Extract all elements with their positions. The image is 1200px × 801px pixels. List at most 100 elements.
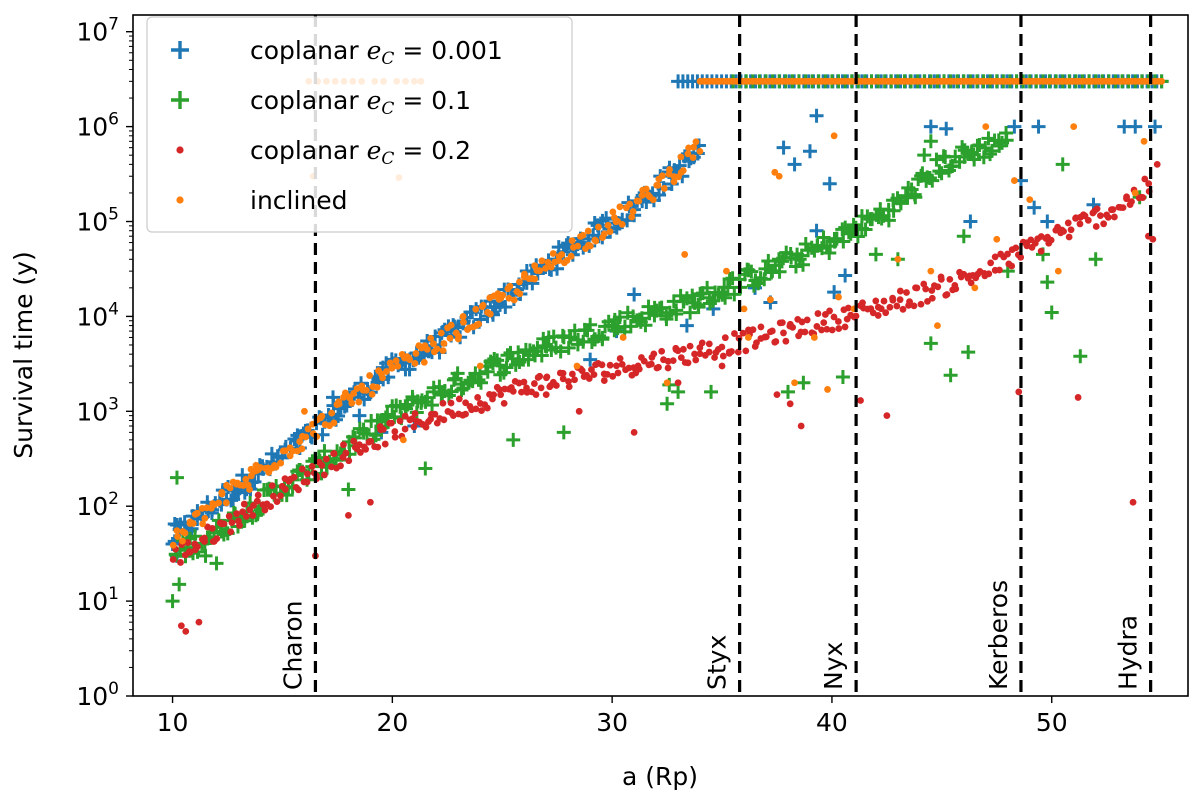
data-point-dot: [1074, 394, 1082, 401]
data-point-dot: [771, 168, 779, 176]
data-point-dot: [803, 316, 811, 324]
data-point-dot: [302, 433, 310, 441]
data-point-plus: [1128, 119, 1143, 134]
data-point-dot: [696, 147, 704, 155]
data-point-dot: [689, 154, 697, 161]
data-point-plus: [836, 234, 851, 249]
data-point-plus: [553, 344, 568, 359]
data-point-dot: [571, 376, 578, 384]
data-point-dot: [778, 319, 786, 327]
data-point-dot: [882, 309, 890, 317]
y-tick-label: 106: [76, 110, 119, 142]
data-point-dot: [252, 461, 260, 469]
data-point-dot: [1129, 498, 1137, 506]
data-point-dot: [335, 400, 343, 408]
data-point-plus: [727, 287, 742, 302]
data-point-dot: [655, 363, 662, 371]
y-tick-label: 105: [76, 205, 119, 237]
data-point-dot: [218, 488, 226, 496]
y-axis-ticks: 100 101 102 103 104 105 106 107: [76, 15, 133, 711]
data-point-dot: [922, 285, 930, 293]
y-tick-label: 100: [76, 679, 119, 711]
data-point-dot: [1145, 180, 1153, 188]
data-point-dot: [253, 497, 261, 505]
data-point-plus: [715, 287, 730, 302]
data-point-plus: [583, 352, 598, 367]
data-point-dot: [598, 361, 606, 369]
data-point-plus: [317, 444, 332, 459]
data-point-plus: [1040, 214, 1055, 229]
x-axis-label: a (Rp): [622, 762, 698, 791]
data-point-dot: [199, 520, 207, 528]
data-point-dot: [254, 491, 262, 499]
moon-label: Kerberos: [984, 580, 1013, 690]
data-point-dot: [913, 284, 921, 292]
data-point-dot: [186, 548, 194, 556]
data-point-dot: [1100, 220, 1108, 228]
data-point-dot: [563, 257, 571, 264]
data-point-dot: [389, 363, 397, 371]
data-point-dot: [1141, 175, 1149, 183]
data-point-plus: [679, 318, 694, 333]
data-point-dot: [177, 559, 184, 566]
data-point-dot: [1004, 250, 1011, 258]
data-point-dot: [379, 425, 387, 433]
data-point-dot: [1110, 213, 1118, 221]
data-point-plus: [957, 143, 972, 158]
data-point-dot: [536, 372, 544, 380]
data-point-plus: [499, 360, 514, 375]
data-point-plus: [841, 225, 856, 240]
data-point-dot: [586, 242, 594, 250]
data-point-dot: [374, 443, 382, 451]
data-point-dot: [684, 150, 692, 158]
data-point-dot: [510, 296, 518, 304]
data-point-dot: [618, 360, 626, 368]
data-point-dot: [739, 329, 747, 337]
data-point-plus: [822, 176, 837, 191]
data-point-dot: [474, 394, 482, 401]
data-point-dot: [768, 327, 776, 335]
data-point-dot: [459, 313, 467, 320]
data-point-dot: [454, 335, 462, 343]
data-point-dot: [857, 397, 864, 404]
data-point-dot: [308, 462, 316, 470]
data-point-dot: [222, 499, 230, 507]
data-point-dot: [721, 334, 729, 342]
data-point-dot: [705, 348, 713, 356]
data-point-dot: [880, 297, 888, 305]
data-point-dot: [696, 350, 704, 358]
data-point-dot: [486, 310, 494, 318]
data-point-dot: [479, 301, 487, 309]
data-point-dot: [823, 325, 831, 333]
data-point-dot: [447, 321, 455, 329]
data-point-dot: [590, 371, 598, 379]
data-point-dot: [960, 270, 968, 278]
data-point-dot: [340, 441, 347, 449]
data-point-plus: [1148, 119, 1163, 134]
data-point-dot: [547, 263, 555, 271]
data-point-dot: [698, 339, 706, 347]
data-point-plus: [858, 222, 873, 237]
data-point-dot: [1017, 253, 1025, 261]
data-point-dot: [367, 437, 375, 445]
data-point-dot: [215, 499, 223, 507]
data-point-dot: [828, 326, 836, 334]
data-point-dot: [1060, 227, 1067, 235]
data-point-plus: [874, 211, 889, 226]
data-point-dot: [934, 322, 941, 330]
data-point-dot: [532, 391, 540, 398]
data-point-plus: [683, 305, 698, 320]
data-point-dot: [391, 433, 399, 441]
data-point-dot: [373, 383, 381, 391]
x-tick-label: 50: [1036, 708, 1068, 737]
data-point-plus: [691, 300, 706, 315]
data-point-plus: [444, 384, 459, 399]
data-point-dot: [1026, 196, 1034, 204]
y-tick-label: 107: [76, 15, 119, 47]
data-point-plus: [796, 375, 811, 390]
data-point-dot: [246, 506, 254, 514]
data-point-dot: [578, 367, 586, 375]
data-point-plus: [923, 134, 938, 149]
data-point-plus: [226, 492, 241, 507]
data-point-dot: [740, 305, 748, 313]
